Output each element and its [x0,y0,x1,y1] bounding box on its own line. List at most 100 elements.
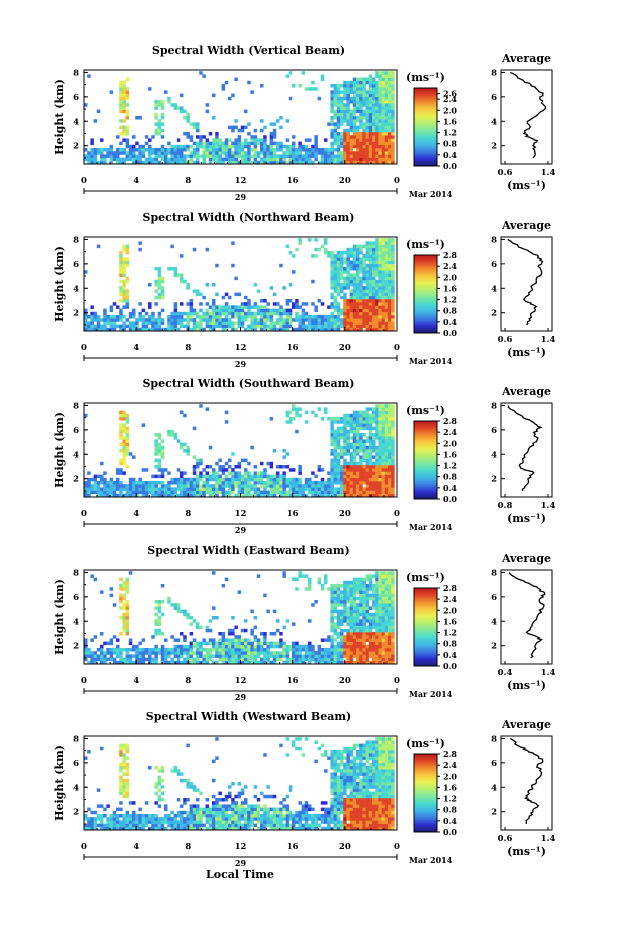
heatmap-cell [362,654,366,658]
heatmap-cell [352,487,357,491]
heatmap-cell [263,632,267,636]
heatmap-cell [276,154,280,158]
heatmap-cell [125,452,130,456]
heatmap-cell [132,308,136,313]
heatmap-cell [336,429,341,434]
heatmap-cell [247,324,251,329]
heatmap-cell [333,279,338,284]
heatmap-cell [314,660,318,665]
heatmap-cell [352,103,357,107]
heatmap-cell [196,315,200,319]
heatmap-cell [352,311,357,316]
heatmap-cell [141,148,146,152]
heatmap-cell [333,584,338,588]
x-tick-label: 20 [339,676,351,686]
heatmap-cell [301,71,306,75]
heatmap-cell [279,308,283,313]
heatmap-cell [224,490,229,495]
heatmap-cell [276,619,280,623]
heatmap-cell [381,648,386,652]
average-x-tick-label: 0.6 [498,168,513,178]
heatmap-cell [349,148,354,152]
heatmap-cell [362,439,366,443]
heatmap-cell [308,484,312,488]
heatmap-cell [138,481,142,485]
heatmap-cell [378,311,382,316]
heatmap-cell [343,619,347,623]
heatmap-cell [282,493,286,498]
heatmap-cell [119,449,123,453]
heatmap-cell [333,455,338,459]
heatmap-cell [186,452,190,456]
heatmap-cell [96,657,101,662]
heatmap-cell [391,80,395,85]
heatmap-cell [336,318,341,322]
heatmap-cell [362,311,366,316]
heatmap-cell [384,471,389,475]
heatmap-cell [368,302,373,306]
heatmap-cell [103,318,107,322]
heatmap-cell [122,109,126,114]
heatmap-cell [375,590,379,594]
heatmap-cell [304,648,309,652]
heatmap-cell [244,477,248,482]
heatmap-cell [196,648,200,652]
heatmap-cell [144,311,149,316]
heatmap-cell [333,654,338,658]
heatmap-cell [285,318,290,322]
heatmap-cell [381,257,386,261]
heatmap-cell [84,817,88,821]
heatmap-cell [285,324,290,329]
heatmap-cell [384,327,389,332]
heatmap-cell [240,638,245,642]
heatmap-cell [356,289,360,293]
heatmap-cell [199,292,203,297]
heatmap-cell [324,654,328,658]
heatmap-cell [160,484,165,488]
heatmap-cell [199,651,203,655]
heatmap-cell [253,477,258,482]
heatmap-cell [144,487,149,491]
heatmap-cell [381,590,386,594]
heatmap-cell [384,426,389,431]
heatmap-cell [330,628,334,633]
heatmap-cell [301,487,306,491]
heatmap-cell [90,138,94,142]
heatmap-cell [285,481,290,485]
heatmap-cell [215,311,219,316]
heatmap-cell [221,468,226,472]
heatmap-cell [221,87,226,91]
heatmap-cell [311,151,315,155]
heatmap-cell [368,318,373,322]
heatmap-cell [362,299,366,303]
heatmap-cell [320,660,325,665]
heatmap-cell [320,151,325,155]
heatmap-cell [349,461,354,466]
heatmap-cell [368,593,373,598]
heatmap-cell [154,433,158,437]
colorbar-tick-label: 0.8 [443,639,457,649]
heatmap-cell [352,413,357,418]
heatmap-cell [253,305,258,309]
heatmap-cell [372,251,376,255]
heatmap-cell [218,477,222,482]
heatmap-cell [372,648,376,652]
heatmap-cell [384,477,389,482]
heatmap-cell [381,138,386,142]
heatmap-cell [109,657,114,662]
heatmap-cell [388,436,392,440]
heatmap-cell [189,315,194,319]
heatmap-cell [122,305,126,309]
heatmap-cell [362,445,366,450]
heatmap-cell [368,625,373,630]
heatmap-cell [336,144,341,149]
heatmap-cell [90,484,94,488]
heatmap-cell [279,305,283,309]
heatmap-cell [352,151,357,155]
heatmap-cell [375,449,379,453]
heatmap-cell [125,654,130,658]
heatmap-cell [199,484,203,488]
heatmap-cell [384,112,389,117]
heatmap-cell [384,436,389,440]
heatmap-cell [327,157,331,162]
